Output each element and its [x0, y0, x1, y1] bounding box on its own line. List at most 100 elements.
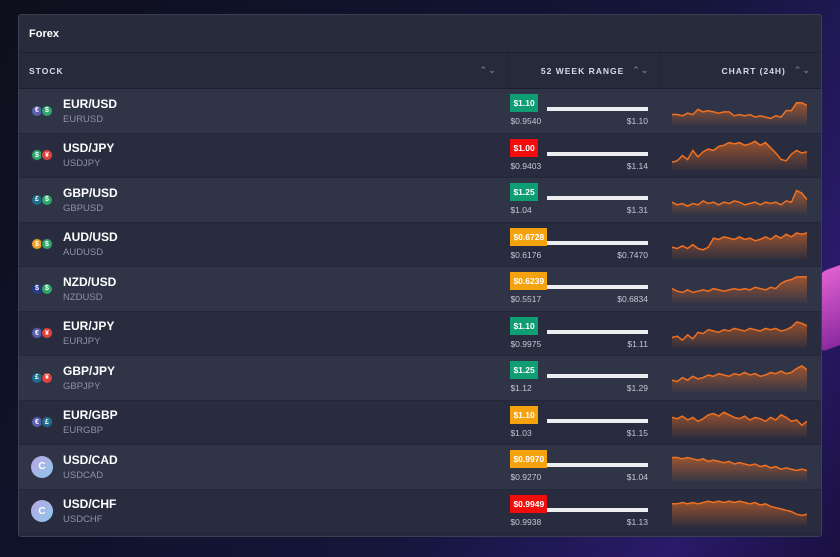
sparkline-line	[672, 189, 807, 207]
currency-icons: C	[31, 455, 61, 478]
table-row[interactable]: $ ¥ USD/JPY USDJPY $1.00 $0.9403 $1.14	[19, 133, 821, 178]
chart-cell	[660, 312, 821, 356]
column-header-chart[interactable]: CHART (24H) ⌃⌄	[660, 53, 821, 88]
range-low: $1.03	[510, 427, 532, 438]
table-row[interactable]: € ¥ EUR/JPY EURJPY $1.10 $0.9975 $1.11	[19, 311, 821, 356]
sparkline-line	[672, 231, 807, 251]
pair-code: AUDUSD	[63, 247, 104, 259]
column-header-range[interactable]: 52 WEEK RANGE ⌃⌄	[508, 53, 661, 88]
sparkline-area	[672, 321, 807, 348]
table-row[interactable]: € $ EUR/USD EURUSD $1.10 $0.9540 $1.10	[19, 89, 821, 134]
sparkline-area	[672, 500, 807, 526]
stock-cell: £ $ GBP/USD GBPUSD	[19, 178, 507, 222]
sparkline-area	[672, 457, 807, 481]
price-badge: $1.25	[510, 183, 538, 201]
range-cell: $0.9970 $0.9270 $1.04	[507, 445, 660, 489]
stock-cell: C USD/CHF USDCHF	[19, 490, 507, 534]
sparkline-area	[672, 102, 807, 125]
pair-code: EURJPY	[63, 336, 101, 348]
stock-cell: C USD/CAD USDCAD	[19, 445, 507, 489]
pair-symbol[interactable]: EUR/JPY	[63, 319, 115, 334]
range-cell: $0.9949 $0.9938 $1.13	[507, 490, 660, 534]
pair-symbol[interactable]: USD/CHF	[63, 497, 117, 512]
range-cell: $0.6728 $0.6176 $0.7470	[507, 223, 660, 267]
pair-symbol[interactable]: USD/JPY	[63, 141, 115, 156]
pair-code: USDCAD	[63, 469, 104, 481]
sparkline-chart	[672, 320, 807, 348]
price-badge: $1.10	[510, 405, 538, 424]
background-decoration	[820, 257, 840, 353]
pair-symbol[interactable]: EUR/GBP	[63, 408, 118, 423]
currency-icons: £ $	[31, 190, 61, 210]
currency-logo-icon: C	[31, 455, 53, 478]
range-high: $1.04	[626, 472, 648, 482]
sparkline-line	[672, 139, 807, 163]
currency-icon: ¥	[41, 327, 53, 340]
sparkline-chart	[672, 365, 807, 392]
table-header: STOCK ⌃⌄ 52 WEEK RANGE ⌃⌄ CHART (24H) ⌃⌄	[19, 53, 821, 89]
price-badge: $1.25	[510, 361, 538, 379]
table-row[interactable]: C USD/CHF USDCHF $0.9949 $0.9938 $1.13	[19, 489, 821, 534]
pair-symbol[interactable]: NZD/USD	[63, 274, 117, 289]
range-bar	[547, 418, 648, 423]
column-header-stock[interactable]: STOCK ⌃⌄	[19, 53, 508, 88]
range-cell: $1.00 $0.9403 $1.14	[507, 134, 660, 178]
price-badge: $0.9970	[510, 450, 548, 468]
stock-cell: € $ EUR/USD EURUSD	[19, 89, 507, 133]
sort-icon[interactable]: ⌃⌄	[632, 65, 650, 75]
stock-cell: $ $ NZD/USD NZDUSD	[19, 267, 507, 311]
sparkline-chart	[672, 456, 807, 481]
sparkline-chart	[672, 189, 807, 214]
sort-icon[interactable]: ⌃⌄	[793, 65, 811, 75]
range-bar	[547, 240, 648, 245]
range-cell: $1.10 $0.9540 $1.10	[507, 89, 660, 133]
sparkline-chart	[672, 410, 807, 437]
range-cell: $1.25 $1.12 $1.29	[507, 356, 660, 400]
range-low: $0.9270	[510, 472, 542, 482]
currency-icon: ¥	[41, 371, 53, 384]
table-row[interactable]: € £ EUR/GBP EURGBP $1.10 $1.03 $1.15	[19, 400, 821, 445]
pair-symbol[interactable]: GBP/JPY	[63, 363, 116, 378]
sparkline-area	[672, 365, 807, 392]
range-low: $0.9403	[510, 160, 542, 171]
currency-icon: $	[41, 282, 53, 295]
pair-code: USDJPY	[63, 158, 101, 170]
pair-symbol[interactable]: EUR/USD	[63, 96, 118, 111]
column-label: CHART (24H)	[721, 65, 786, 76]
sparkline-chart	[672, 139, 807, 170]
price-badge: $0.6728	[510, 227, 548, 246]
table-row[interactable]: $ $ AUD/USD AUDUSD $0.6728 $0.6176 $0.7470	[19, 222, 821, 267]
range-low: $0.9540	[510, 116, 542, 126]
pair-code: GBPUSD	[63, 202, 104, 214]
column-label: 52 WEEK RANGE	[540, 65, 625, 76]
range-high: $1.11	[627, 338, 648, 349]
range-cell: $0.6239 $0.5517 $0.6834	[507, 267, 660, 311]
range-cell: $1.10 $0.9975 $1.11	[507, 312, 660, 356]
pair-code: EURGBP	[63, 425, 104, 437]
currency-icons: $ $	[31, 234, 61, 254]
range-bar	[547, 463, 648, 467]
forex-panel: Forex STOCK ⌃⌄ 52 WEEK RANGE ⌃⌄ CHART (24H…	[18, 14, 822, 537]
price-badge: $0.9949	[510, 494, 548, 513]
pair-symbol[interactable]: AUD/USD	[63, 230, 118, 245]
range-bar	[547, 285, 648, 289]
currency-icon: $	[41, 193, 53, 206]
range-bar	[547, 107, 648, 111]
price-badge: $1.10	[510, 94, 538, 112]
pair-code: USDCHF	[63, 514, 103, 526]
pair-symbol[interactable]: GBP/USD	[63, 185, 118, 200]
pair-symbol[interactable]: USD/CAD	[63, 452, 118, 467]
sort-icon[interactable]: ⌃⌄	[479, 65, 497, 75]
currency-logo-icon: C	[31, 500, 53, 523]
table-row[interactable]: £ $ GBP/USD GBPUSD $1.25 $1.04 $1.31	[19, 178, 821, 223]
table-row[interactable]: $ $ NZD/USD NZDUSD $0.6239 $0.5517 $0.6834	[19, 267, 821, 312]
sparkline-line	[672, 276, 807, 294]
sparkline-line	[672, 456, 807, 472]
range-low: $0.5517	[510, 294, 542, 304]
table-row[interactable]: C USD/CAD USDCAD $0.9970 $0.9270 $1.04	[19, 445, 821, 490]
chart-cell	[660, 267, 821, 311]
column-label: STOCK	[29, 65, 64, 76]
table-row[interactable]: £ ¥ GBP/JPY GBPJPY $1.25 $1.12 $1.29	[19, 356, 821, 401]
price-badge: $0.6239	[510, 272, 548, 290]
price-badge: $1.00	[510, 138, 538, 157]
